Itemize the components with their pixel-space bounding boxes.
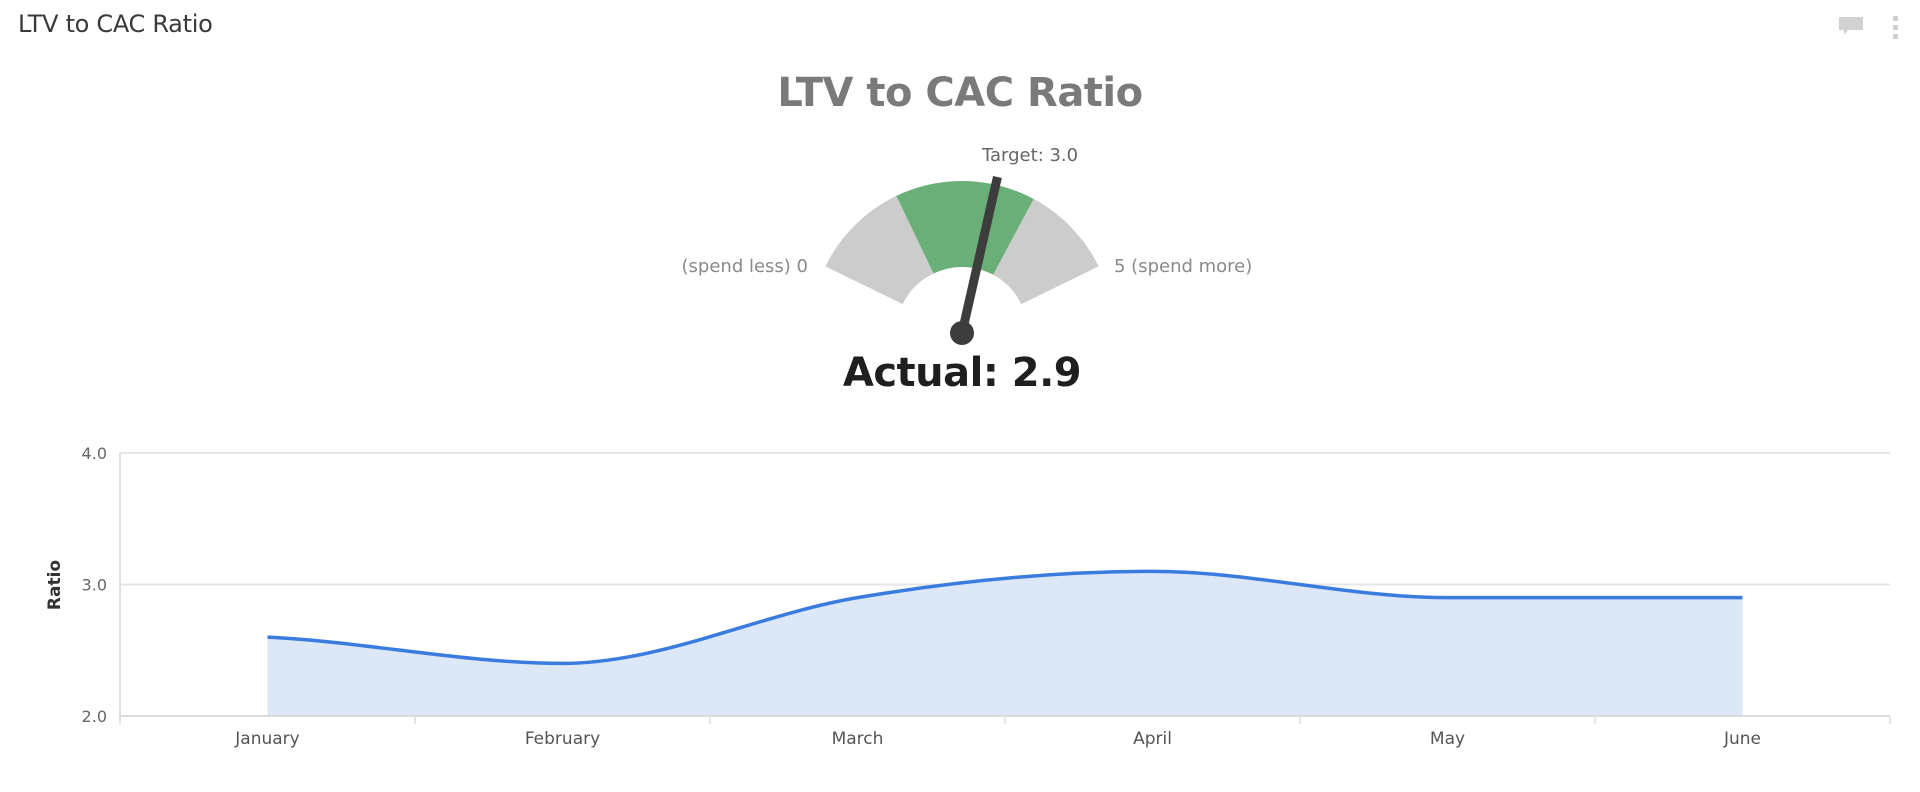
y-tick-label: 4.0 [82, 444, 107, 463]
needle-pivot [950, 321, 974, 345]
x-tick-label: March [832, 729, 884, 749]
widget-title: LTV to CAC Ratio [18, 10, 213, 38]
x-tick-label: February [525, 729, 600, 749]
area-fill [267, 571, 1743, 716]
gauge-target-label: Target: 3.0 [981, 145, 1078, 166]
gauge-min-label: (spend less) 0 [682, 256, 808, 277]
y-axis-label: Ratio [45, 560, 65, 610]
x-tick-label: June [1723, 729, 1761, 749]
gauge-needle [950, 175, 1002, 345]
comment-icon[interactable] [1838, 16, 1864, 36]
actual-value-label: Actual: 2.9 [842, 350, 1082, 396]
x-axis: January February March April May June [119, 715, 1891, 749]
gauge-title: LTV to CAC Ratio [777, 70, 1143, 116]
x-tick-label: April [1133, 729, 1172, 749]
y-tick-label: 2.0 [82, 707, 107, 726]
gauge-band-2 [993, 198, 1099, 305]
more-vertical-icon[interactable] [1893, 16, 1901, 42]
x-tick-label: January [234, 729, 299, 749]
y-tick-label: 3.0 [82, 576, 107, 595]
gauge-max-label: 5 (spend more) [1114, 256, 1252, 277]
gauge: (spend less) 0 5 (spend more) Target: 3.… [682, 145, 1252, 345]
gauge-bands [825, 181, 1099, 305]
chart-series [267, 569, 1743, 716]
widget-header-actions [1780, 0, 1920, 60]
series-line [267, 569, 1743, 666]
gauge-band-0 [825, 195, 934, 305]
y-axis-ticks: 2.0 3.0 4.0 [82, 444, 107, 726]
gauge-band-1 [896, 181, 1034, 275]
x-tick-label: May [1430, 729, 1465, 749]
needle [957, 175, 1002, 334]
